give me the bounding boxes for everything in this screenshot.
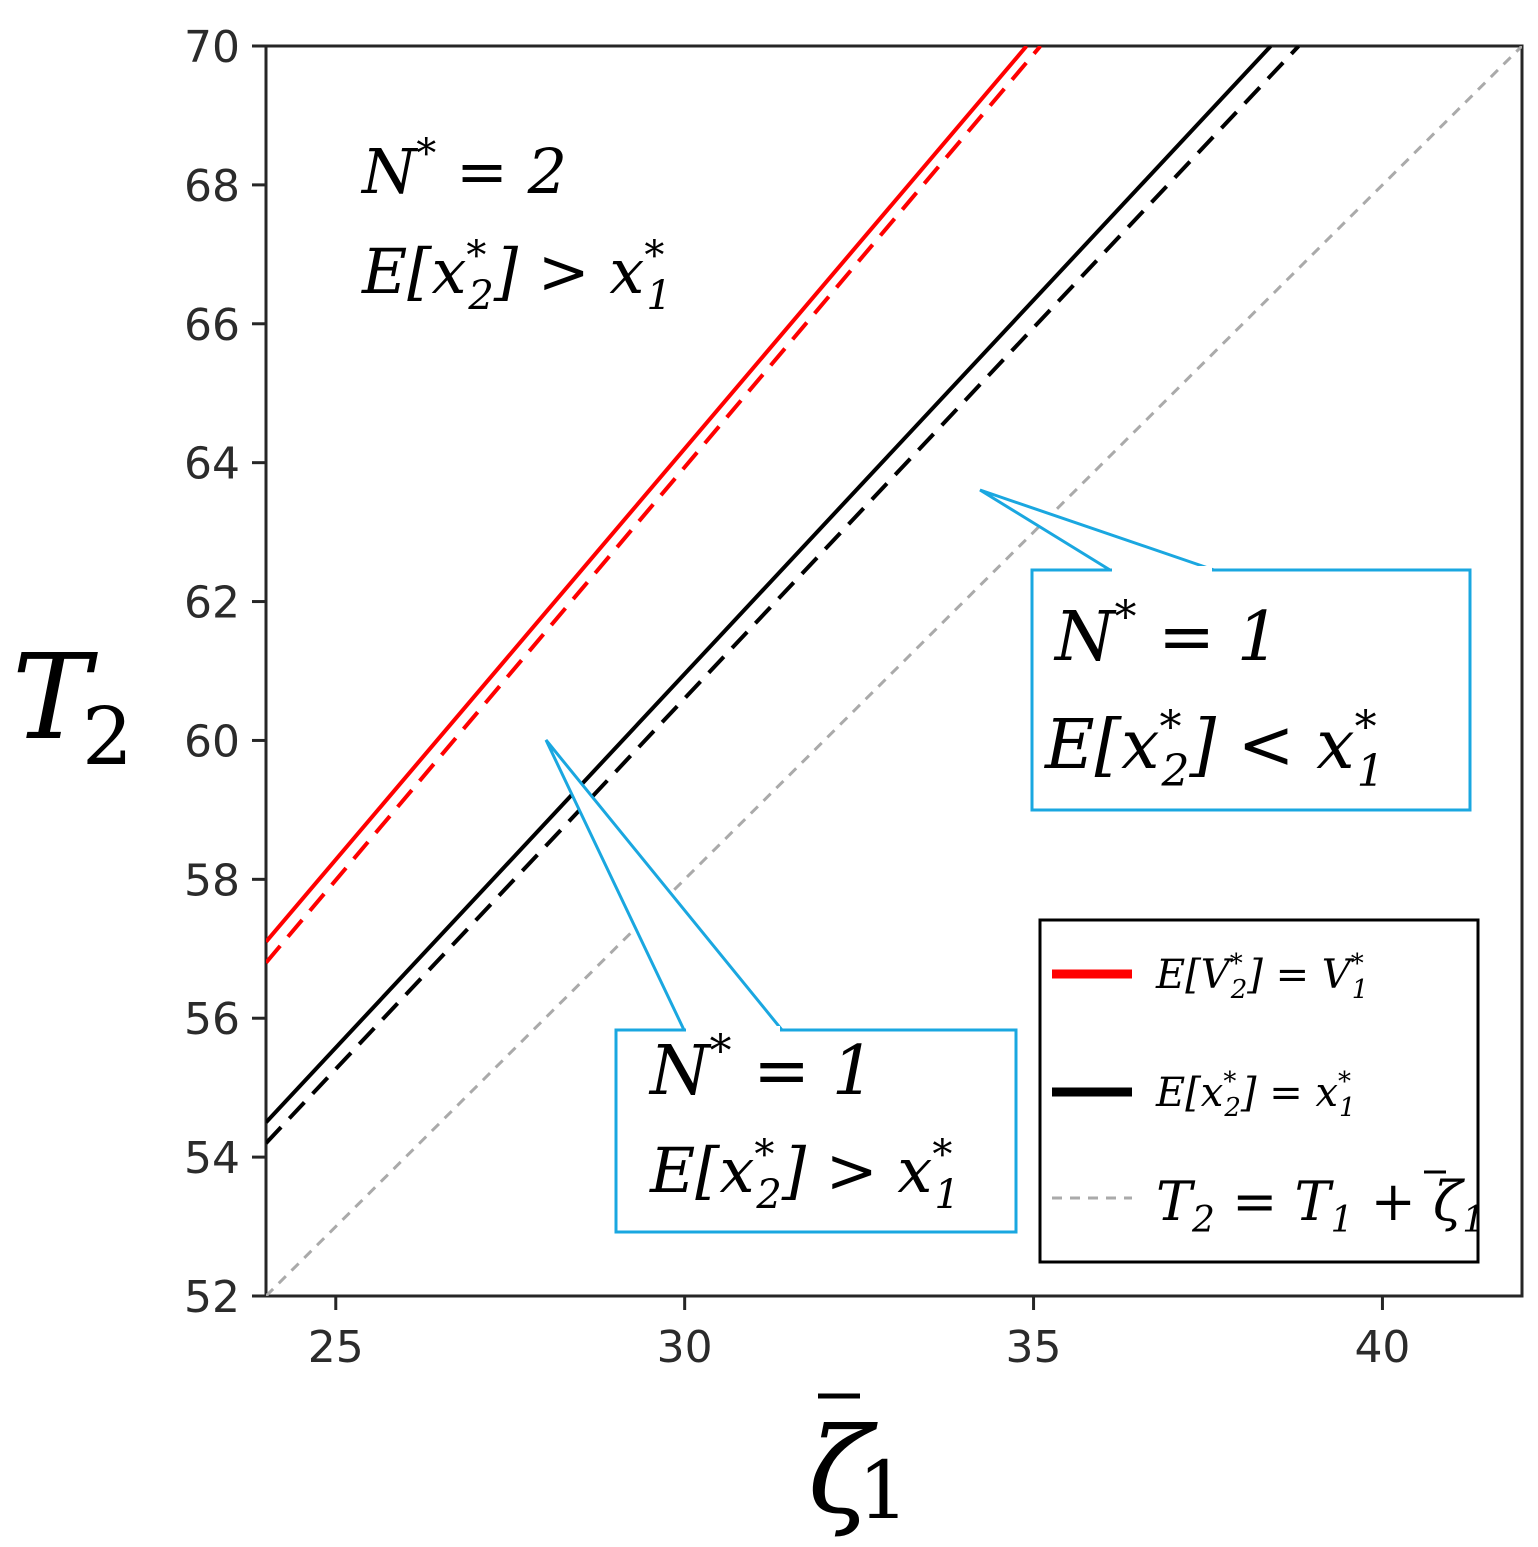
- legend-label-red: E[V* 2] = V* 1: [1155, 949, 1368, 1005]
- x-tick-label: 30: [657, 1322, 713, 1373]
- x-tick-label: 35: [1006, 1322, 1062, 1373]
- series-line-2: [266, 46, 1273, 1124]
- callout-right: N* = 1 E[x* 2] < x* 1: [979, 488, 1472, 812]
- series-layer: [266, 46, 1522, 1296]
- series-line-3: [266, 46, 1301, 1145]
- y-tick-label: 52: [184, 1272, 240, 1323]
- svg-text:1: 1: [858, 1444, 909, 1537]
- callout-bottom-line1: N* = 1: [648, 1026, 875, 1111]
- annotation-top-line2: E[x* 2] > x* 1: [361, 233, 672, 319]
- tick-layer: 25 30 35 40 52 54 56 58 60 62 64 66 68 70: [184, 22, 1410, 1373]
- y-tick-label: 60: [184, 716, 240, 767]
- y-axis-label: T 2: [12, 628, 133, 783]
- series-line-1: [266, 46, 1043, 964]
- legend-label-black: E[x* 2] = x* 1: [1155, 1067, 1356, 1123]
- x-axis-label: ζ 1: [808, 1393, 909, 1540]
- y-tick-label: 66: [184, 300, 240, 351]
- legend: E[V* 2] = V* 1 E[x* 2] = x* 1 T2 = T1 + ζ1: [1038, 918, 1485, 1264]
- y-tick-label: 62: [184, 578, 240, 629]
- y-tick-label: 68: [184, 161, 240, 212]
- y-tick-label: 56: [184, 994, 240, 1045]
- series-line-4: [266, 46, 1522, 1296]
- callout-bottom-line2: E[x* 2] > x* 1: [649, 1132, 960, 1218]
- svg-text:T2 = T1 + ζ1: T2 = T1 + ζ1: [1156, 1170, 1485, 1241]
- svg-text:2: 2: [82, 690, 133, 783]
- callout-right-line1: N* = 1: [1053, 592, 1280, 677]
- legend-label-gray: T2 = T1 + ζ1: [1156, 1170, 1485, 1241]
- svg-text:T: T: [12, 628, 98, 766]
- annotation-region-top: N* = 2 E[x* 2] > x* 1: [360, 131, 672, 319]
- callout-right-line2: E[x* 2] < x* 1: [1043, 702, 1385, 797]
- annotation-top-line1: N* = 2: [360, 131, 567, 208]
- x-tick-label: 40: [1354, 1322, 1410, 1373]
- callout-bottom: N* = 1 E[x* 2] > x* 1: [544, 739, 1018, 1234]
- x-tick-label: 25: [308, 1322, 364, 1373]
- svg-text:ζ: ζ: [808, 1402, 878, 1540]
- y-tick-label: 64: [184, 439, 240, 490]
- series-line-0: [266, 46, 1029, 944]
- y-tick-label: 58: [184, 855, 240, 906]
- y-tick-label: 54: [184, 1133, 240, 1184]
- y-tick-label: 70: [184, 22, 240, 73]
- plot-frame: [264, 44, 1524, 1298]
